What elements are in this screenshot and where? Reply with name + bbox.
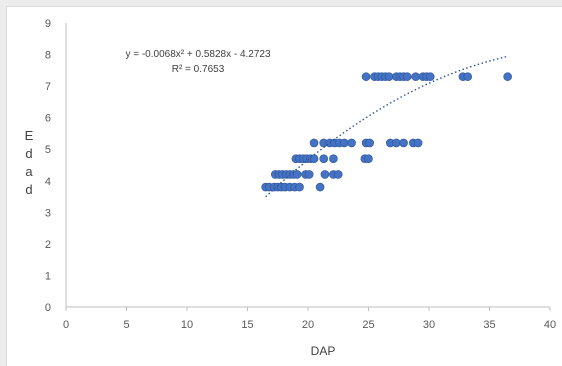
x-tick-marks — [65, 307, 551, 311]
y-tick-label: 7 — [45, 81, 51, 93]
trendline-equation: y = -0.0068x² + 0.5828x - 4.2723 — [125, 49, 271, 60]
data-point — [295, 182, 304, 192]
y-tick-label: 6 — [45, 113, 51, 125]
data-point — [347, 138, 356, 148]
y-axis-title-letter: E — [25, 128, 34, 143]
x-tick-label: 5 — [123, 319, 129, 331]
y-tick-labels: 0 1 2 3 4 5 6 7 8 9 — [45, 18, 51, 314]
data-point — [361, 72, 371, 81]
axes — [65, 23, 550, 308]
data-point — [413, 138, 423, 148]
data-point — [333, 170, 343, 179]
data-point — [339, 138, 349, 148]
y-axis-title-letter: d — [25, 146, 32, 161]
y-tick-label: 3 — [45, 207, 51, 219]
y-tick-label: 2 — [45, 239, 51, 251]
data-point — [304, 170, 314, 179]
x-tick-label: 25 — [362, 319, 374, 331]
y-tick-label: 0 — [45, 302, 51, 314]
y-axis-title-letter: d — [25, 182, 32, 197]
x-tick-label: 35 — [483, 319, 495, 331]
x-tick-labels: 0 5 10 15 20 25 30 35 40 — [63, 319, 556, 331]
data-point — [411, 72, 420, 81]
y-tick-label: 9 — [45, 18, 51, 30]
y-axis-title-letter: a — [25, 164, 33, 179]
data-point — [320, 170, 330, 179]
data-point — [402, 72, 412, 81]
data-point — [503, 72, 512, 81]
data-point — [329, 154, 338, 163]
data-point — [425, 72, 435, 81]
x-tick-label: 15 — [241, 319, 253, 331]
data-point — [292, 170, 302, 179]
data-point — [399, 138, 408, 148]
data-point — [319, 154, 329, 163]
x-tick-label: 10 — [181, 319, 193, 331]
y-tick-label: 5 — [45, 144, 51, 156]
data-point — [365, 138, 375, 148]
x-tick-label: 20 — [302, 319, 314, 331]
data-point — [384, 72, 394, 81]
x-tick-label: 0 — [63, 319, 69, 331]
x-tick-label: 40 — [544, 319, 556, 331]
data-point — [364, 154, 373, 163]
trendline — [265, 55, 508, 198]
y-tick-label: 4 — [45, 176, 51, 188]
data-point — [315, 182, 325, 192]
x-axis-title: DAP — [311, 344, 336, 358]
y-tick-label: 8 — [45, 50, 51, 62]
data-point — [309, 138, 319, 148]
data-points — [261, 72, 512, 192]
x-tick-label: 30 — [423, 319, 435, 331]
data-point — [392, 138, 401, 148]
data-point — [309, 154, 319, 163]
trendline-r-squared: R² = 0.7653 — [172, 64, 225, 75]
data-point — [463, 72, 473, 81]
y-tick-label: 1 — [45, 270, 51, 282]
